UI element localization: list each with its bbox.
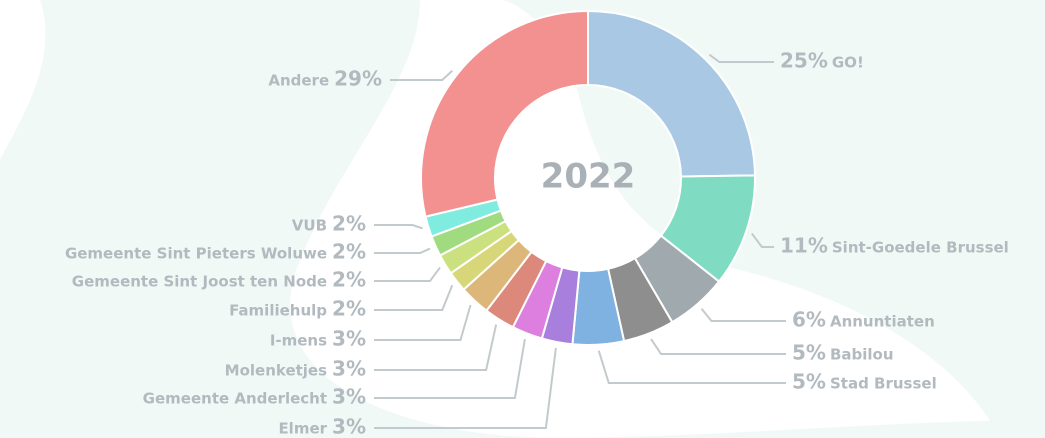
center-label: 2022 <box>541 157 636 197</box>
category-label: Gemeente Anderlecht <box>143 390 327 408</box>
category-label: Babilou <box>830 346 894 364</box>
category-label: Stad Brussel <box>830 375 937 393</box>
leader-line <box>374 284 454 311</box>
leader-line <box>390 70 453 81</box>
value-label: 3% <box>332 327 366 351</box>
leader-line <box>374 304 472 341</box>
leader-line <box>751 232 774 248</box>
value-label: 29% <box>334 67 382 91</box>
value-label: 3% <box>332 385 366 409</box>
category-label: Sint-Goedele Brussel <box>832 239 1009 257</box>
category-label: Elmer <box>278 420 327 438</box>
value-label: 2% <box>332 297 366 321</box>
leader-line <box>708 53 774 63</box>
donut-slice <box>587 9 756 178</box>
leader-line <box>650 338 786 355</box>
donut-slice <box>420 9 589 218</box>
category-label: I-mens <box>270 332 327 350</box>
value-label: 3% <box>332 357 366 381</box>
value-label: 2% <box>332 268 366 292</box>
leader-line <box>374 266 441 282</box>
category-label: VUB <box>292 217 327 235</box>
category-label: Gemeente Sint Joost ten Node <box>72 273 327 291</box>
leader-line <box>374 347 557 429</box>
category-label: GO! <box>832 54 864 72</box>
category-label: Familiehulp <box>229 302 327 320</box>
value-label: 3% <box>332 415 366 438</box>
category-label: Annuntiaten <box>830 313 935 331</box>
leader-line <box>597 350 786 384</box>
leader-line <box>374 247 431 254</box>
value-label: 25% <box>780 49 828 73</box>
leader-line <box>700 307 786 322</box>
category-label: Andere <box>268 72 329 90</box>
value-label: 11% <box>780 234 828 258</box>
leader-line <box>374 338 526 399</box>
category-label: Gemeente Sint Pieters Woluwe <box>65 245 327 263</box>
category-label: Molenketjes <box>225 362 327 380</box>
leader-line <box>374 224 423 230</box>
value-label: 2% <box>332 240 366 264</box>
value-label: 6% <box>792 308 826 332</box>
value-label: 5% <box>792 370 826 394</box>
leader-line <box>374 324 498 371</box>
background-shape <box>40 0 1045 438</box>
value-label: 5% <box>792 341 826 365</box>
value-label: 2% <box>332 212 366 236</box>
